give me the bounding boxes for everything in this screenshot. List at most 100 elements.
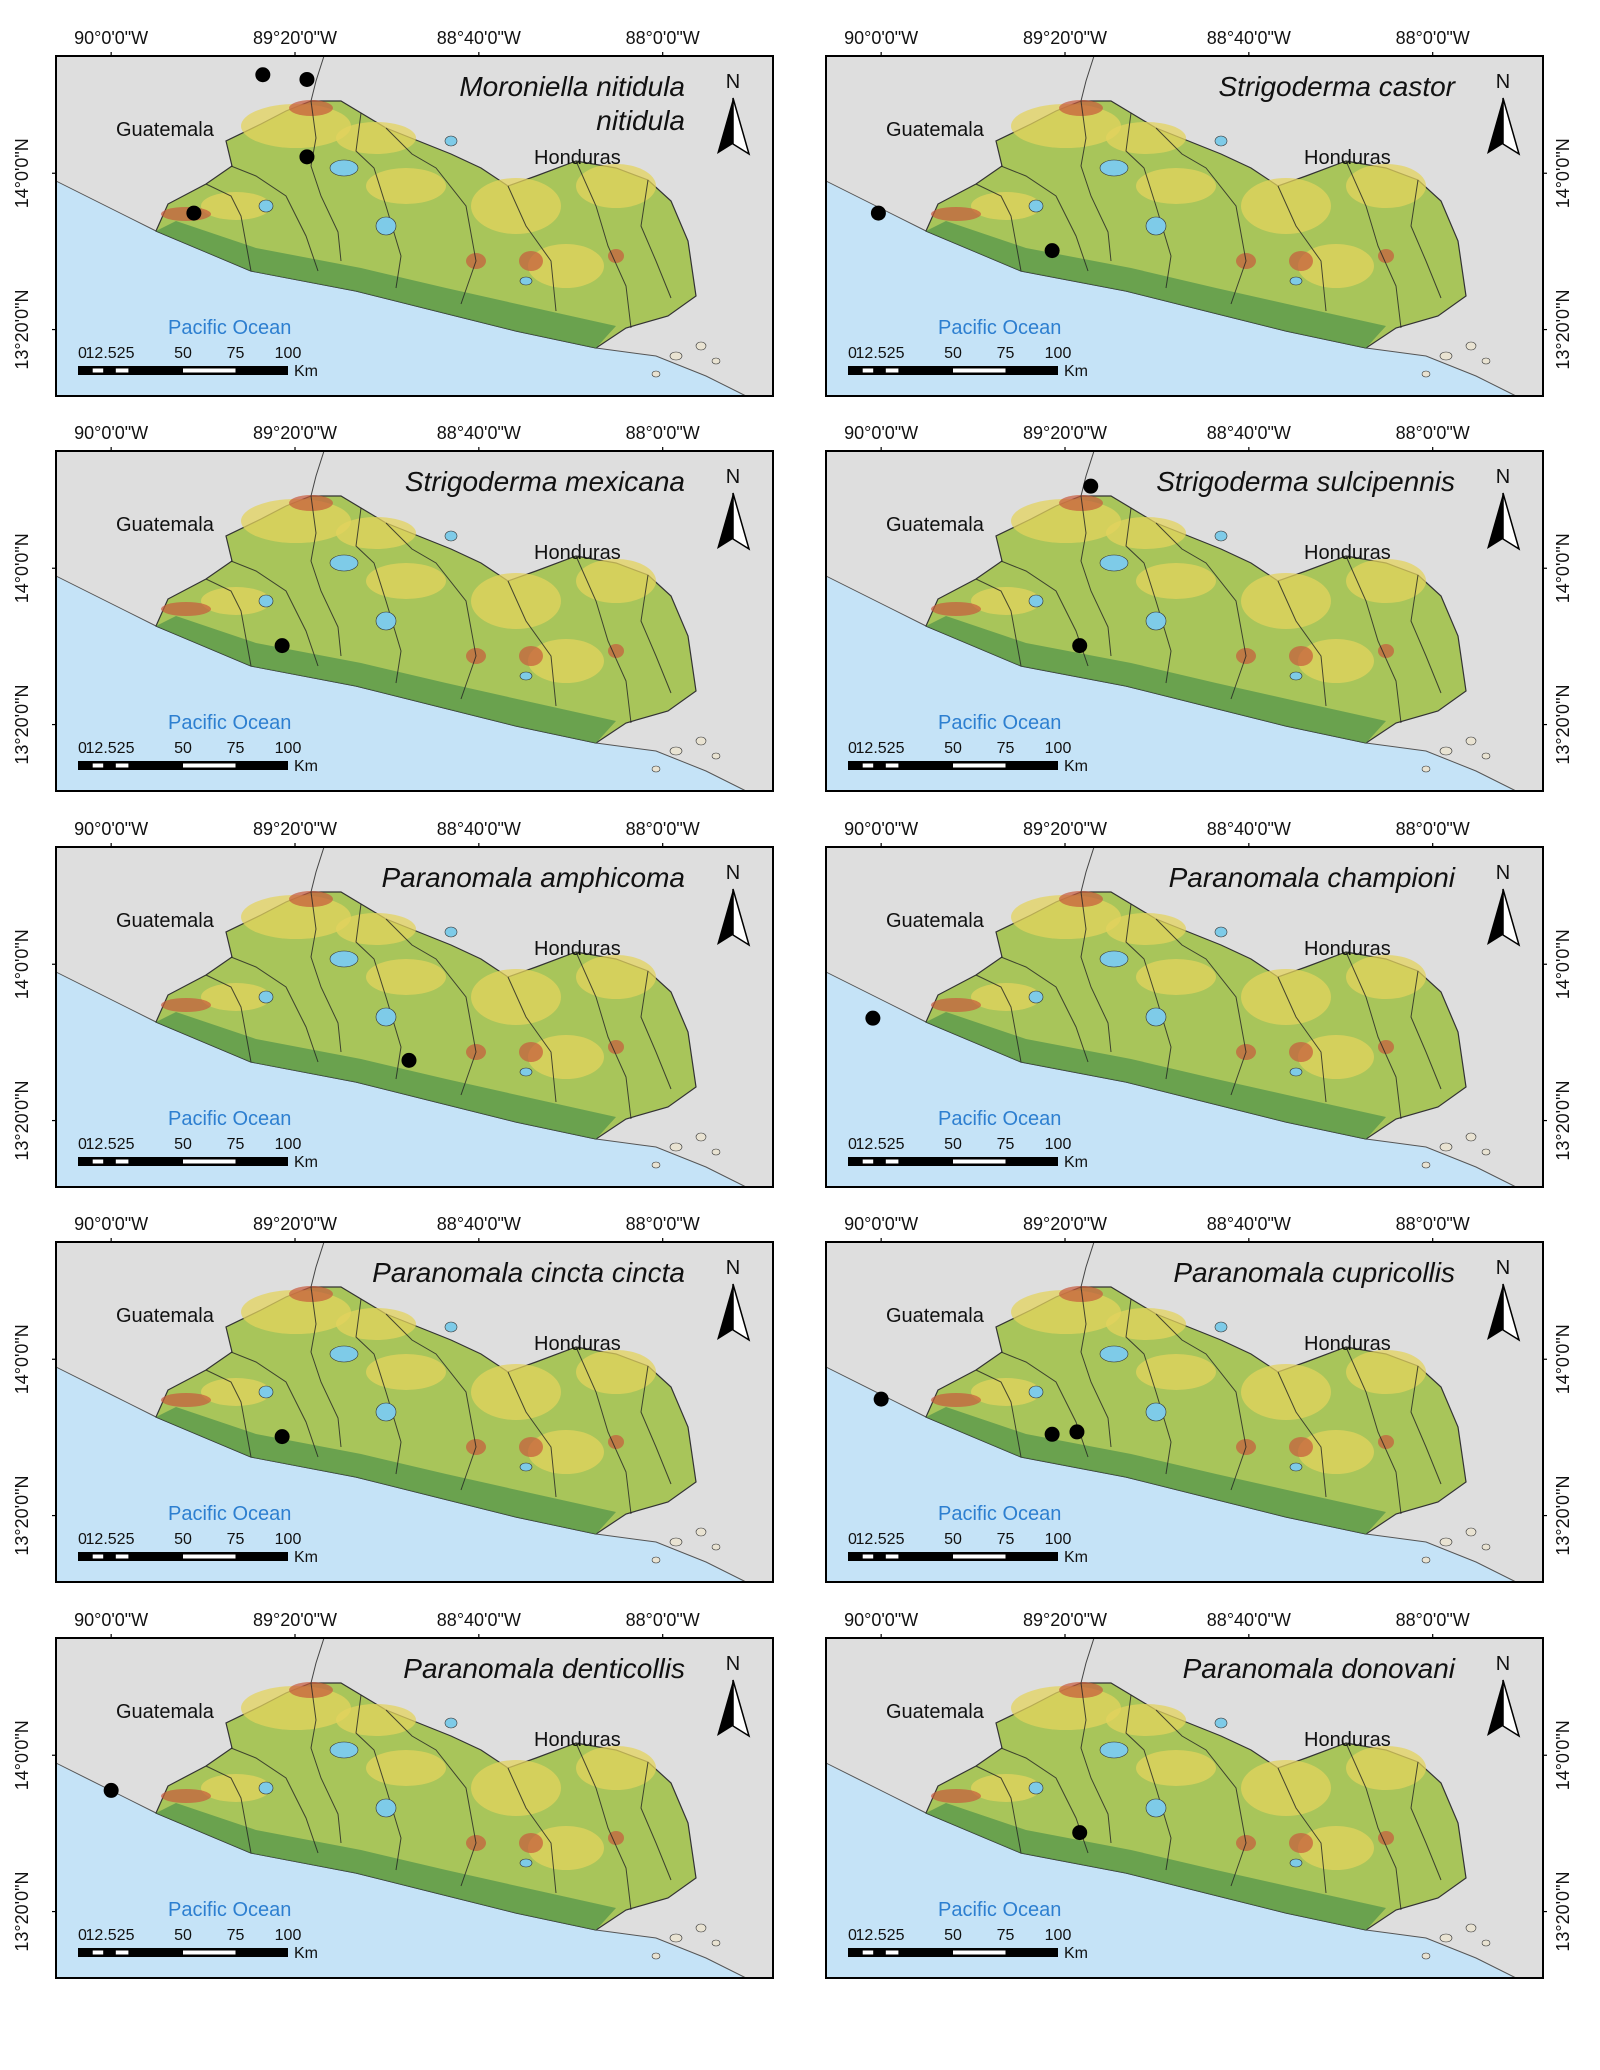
lon-tick-label: 88°0'0"W (1396, 28, 1470, 48)
department-border (1345, 1742, 1402, 1911)
map-panel: 90°0'0"W 89°20'0"W 88°40'0"W 88°0'0"W 14°0'0… (825, 423, 1573, 792)
department-border (355, 1298, 402, 1475)
map-panel: 90°0'0"W 89°20'0"W 88°40'0"W 88°0'0"W 14°0'0… (825, 28, 1573, 397)
department-border (230, 956, 319, 1063)
lon-tick-label: 88°0'0"W (1396, 1214, 1470, 1234)
department-border (1080, 1682, 1112, 1844)
department-border (205, 974, 252, 1063)
lake (1099, 159, 1129, 177)
country-label-honduras: Honduras (1304, 1729, 1391, 1751)
country-label-honduras: Honduras (534, 1333, 621, 1355)
map-frame (825, 450, 1544, 792)
lon-tick-label: 90°0'0"W (844, 819, 918, 839)
lake (375, 1798, 397, 1818)
country-label-honduras: Honduras (534, 542, 621, 564)
lat-tick-label: 13°20'0"N (1553, 1872, 1573, 1952)
locality-marker (299, 149, 315, 165)
scale-number: 12.525 (86, 740, 135, 757)
lat-tick-label: 14°0'0"N (12, 1324, 32, 1394)
lake (1214, 1321, 1228, 1333)
map-frame (825, 1241, 1544, 1583)
scale-number: 75 (997, 345, 1015, 362)
department-border (1410, 574, 1442, 694)
lon-tick-label: 88°40'0"W (1207, 1214, 1291, 1234)
lat-tick-label: 13°20'0"N (1553, 685, 1573, 765)
lat-tick-label: 13°20'0"N (12, 1476, 32, 1556)
lake (1214, 135, 1228, 147)
species-title: Strigoderma castor (1218, 71, 1456, 102)
map-panel: 90°0'0"W 89°20'0"W 88°40'0"W 88°0'0"W 14°0'0… (12, 28, 774, 397)
department-border (205, 1369, 252, 1458)
lon-tick-label: 89°20'0"W (1023, 423, 1107, 443)
species-title: Paranomala amphicoma (382, 862, 686, 893)
lake (444, 1717, 458, 1729)
scale-number: 100 (1045, 740, 1072, 757)
lon-tick-label: 89°20'0"W (253, 423, 337, 443)
department-border (1125, 1298, 1172, 1475)
north-label: N (1496, 862, 1510, 884)
department-border (575, 555, 632, 724)
ocean-label: Pacific Ocean (168, 1108, 291, 1130)
lake (1099, 1741, 1129, 1759)
lat-tick-label: 14°0'0"N (12, 138, 32, 208)
scale-number: 100 (275, 1927, 302, 1944)
ocean-label: Pacific Ocean (938, 317, 1061, 339)
department-border (310, 891, 342, 1053)
species-title: Strigoderma mexicana (405, 466, 685, 497)
lat-tick-label: 14°0'0"N (1553, 1324, 1573, 1394)
map-frame (825, 846, 1544, 1188)
lon-tick-label: 88°0'0"W (626, 423, 700, 443)
map-frame (825, 55, 1544, 397)
lon-tick-label: 88°0'0"W (626, 28, 700, 48)
lake (1289, 671, 1303, 681)
lake (1028, 199, 1044, 213)
lon-tick-label: 88°40'0"W (437, 1610, 521, 1630)
lake (519, 1858, 533, 1868)
country-label-honduras: Honduras (534, 938, 621, 960)
scale-unit: Km (294, 1945, 318, 1962)
north-label: N (726, 466, 740, 488)
scale-number: 75 (997, 1136, 1015, 1153)
department-border (975, 183, 1022, 272)
ocean-label: Pacific Ocean (168, 317, 291, 339)
lon-tick-label: 88°40'0"W (437, 423, 521, 443)
lake (1289, 1858, 1303, 1868)
lat-tick-label: 13°20'0"N (12, 685, 32, 765)
locality-marker (401, 1052, 417, 1068)
department-border (1125, 1694, 1172, 1871)
lon-tick-label: 90°0'0"W (844, 1610, 918, 1630)
lon-tick-label: 88°0'0"W (626, 819, 700, 839)
species-title: Paranomala denticollis (403, 1653, 685, 1684)
lake (1145, 216, 1167, 236)
species-title: Paranomala cincta cincta (372, 1257, 685, 1288)
country-label-honduras: Honduras (534, 147, 621, 169)
lake (444, 926, 458, 938)
scale-number: 100 (1045, 1531, 1072, 1548)
lake (519, 1067, 533, 1077)
lon-tick-label: 90°0'0"W (844, 1214, 918, 1234)
lon-tick-label: 88°40'0"W (1207, 423, 1291, 443)
department-border (640, 1761, 672, 1881)
map-panel: 90°0'0"W 89°20'0"W 88°40'0"W 88°0'0"W 14°0'0… (825, 1610, 1573, 1979)
north-label: N (726, 862, 740, 884)
species-title: Paranomala donovani (1183, 1653, 1456, 1684)
lon-tick-label: 88°40'0"W (1207, 1610, 1291, 1630)
scale-number: 100 (1045, 1136, 1072, 1153)
department-border (575, 1346, 632, 1515)
department-border (230, 165, 319, 272)
lake (519, 276, 533, 286)
north-label: N (1496, 71, 1510, 93)
locality-marker (1044, 243, 1060, 259)
department-border (385, 1313, 477, 1491)
department-border (205, 183, 252, 272)
map-frame (55, 1637, 774, 1979)
ocean (56, 181, 746, 396)
north-arrow-icon (1487, 1680, 1503, 1736)
ocean-label: Pacific Ocean (168, 1503, 291, 1525)
department-border (310, 495, 342, 657)
north-label: N (1496, 1257, 1510, 1279)
locality-marker (1069, 1424, 1085, 1440)
lon-tick-label: 88°0'0"W (626, 1214, 700, 1234)
lake (444, 530, 458, 542)
